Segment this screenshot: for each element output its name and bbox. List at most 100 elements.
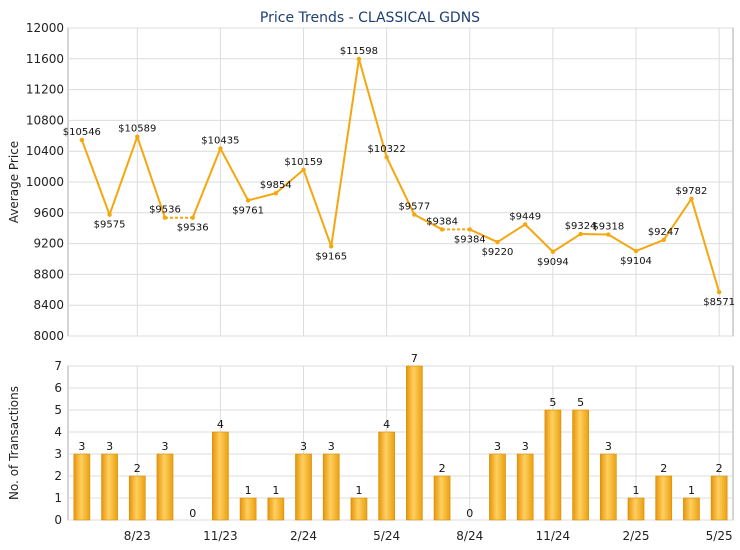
bar-value-label: 3 <box>161 440 168 453</box>
transaction-bar <box>212 431 229 521</box>
bar-value-label: 4 <box>217 418 224 431</box>
transaction-bar <box>433 475 451 521</box>
data-point <box>661 237 666 243</box>
transaction-bar <box>378 431 395 521</box>
series-line-segment <box>275 168 305 195</box>
y-tick-label: 11600 <box>26 52 64 66</box>
data-label: $10589 <box>118 124 156 135</box>
series-line-segment <box>690 198 721 293</box>
data-label: $9384 <box>426 216 458 227</box>
transaction-bar <box>101 453 118 521</box>
series-line-segment <box>302 169 333 247</box>
transaction-bar <box>599 453 617 521</box>
data-point <box>578 231 583 237</box>
transaction-bar <box>350 497 368 521</box>
y-tick-label: 10400 <box>26 144 64 158</box>
transaction-bar <box>489 453 506 521</box>
series-line-segment <box>357 58 388 158</box>
price-axis-title: Average Price <box>7 141 21 223</box>
data-point <box>550 249 556 254</box>
y-tick-label: 1 <box>54 491 62 505</box>
data-label: $9247 <box>648 227 680 238</box>
bar-value-label: 2 <box>716 462 723 475</box>
data-label: $10546 <box>63 127 101 138</box>
data-point <box>245 198 251 203</box>
data-point <box>439 227 445 232</box>
x-tick-label: 5/24 <box>373 529 400 543</box>
bar-value-label: 0 <box>189 507 196 520</box>
data-label: $9094 <box>537 257 569 268</box>
data-point <box>606 232 611 237</box>
y-tick-label: 8000 <box>33 329 64 343</box>
transaction-bar <box>544 409 562 521</box>
transaction-bar <box>627 497 645 521</box>
series-line-segment <box>524 223 554 253</box>
transaction-bar <box>73 453 91 521</box>
data-point <box>356 56 362 62</box>
transaction-bar <box>683 497 700 521</box>
y-tick-label: 2 <box>54 469 62 483</box>
x-tick-label: 5/25 <box>706 529 733 543</box>
x-tick-label: 11/24 <box>536 529 571 543</box>
bar-value-label: 7 <box>411 352 418 365</box>
data-point <box>384 155 389 160</box>
bar-value-label: 0 <box>466 507 473 520</box>
transaction-bar <box>295 453 312 521</box>
data-point <box>689 196 694 201</box>
data-label: $9220 <box>482 247 514 258</box>
bar-value-label: 3 <box>494 440 501 453</box>
transactions-axis-title: No. of Transactions <box>7 386 21 500</box>
series-line-segment <box>635 239 665 252</box>
bar-value-label: 1 <box>355 484 362 497</box>
bar-value-label: 3 <box>522 440 529 453</box>
y-tick-label: 7 <box>54 359 62 373</box>
series-line-segment <box>469 228 498 243</box>
bar-value-label: 1 <box>633 484 640 497</box>
y-tick-label: 8800 <box>33 267 64 281</box>
transaction-bar <box>156 453 174 521</box>
x-tick-label: 2/25 <box>623 529 650 543</box>
transaction-bar <box>406 365 423 521</box>
y-tick-label: 6 <box>54 381 62 395</box>
bar-value-label: 5 <box>577 396 584 409</box>
data-point <box>495 239 500 245</box>
series-line-segment <box>191 148 222 219</box>
data-label: $9324 <box>565 221 597 232</box>
transaction-bar <box>655 475 673 521</box>
data-label: $9854 <box>260 180 292 191</box>
transaction-bar <box>267 497 285 521</box>
data-point <box>162 215 168 220</box>
data-point <box>301 167 306 172</box>
data-point <box>273 191 279 196</box>
series-line-segment <box>413 213 443 231</box>
y-tick-label: 8400 <box>33 298 64 312</box>
chart-title: Price Trends - CLASSICAL GDNS <box>260 10 480 26</box>
data-point <box>633 248 639 254</box>
data-label: $10435 <box>201 136 239 147</box>
transaction-bar <box>128 475 146 521</box>
series-line-segment <box>136 136 166 219</box>
data-label: $10322 <box>368 144 406 155</box>
y-tick-label: 0 <box>54 513 62 527</box>
bar-value-label: 2 <box>439 462 446 475</box>
transaction-bar <box>516 453 534 521</box>
data-point <box>135 134 140 139</box>
bar-value-label: 1 <box>688 484 695 497</box>
plot-area <box>67 365 734 521</box>
data-point <box>190 215 195 220</box>
data-point <box>107 212 112 217</box>
bar-value-label: 3 <box>300 440 307 453</box>
bar-value-label: 2 <box>134 462 141 475</box>
series-line-segment <box>330 58 360 247</box>
bar-value-label: 3 <box>328 440 335 453</box>
data-point <box>329 244 334 249</box>
y-tick-label: 10000 <box>26 175 64 189</box>
y-tick-label: 12000 <box>26 21 64 35</box>
x-tick-label: 8/23 <box>124 529 151 543</box>
y-tick-label: 9600 <box>33 206 64 220</box>
price-line-panel: 8000 8400 8800 9200 9600 10000 10400 10800 11200… <box>26 21 735 343</box>
y-tick-label: 10800 <box>26 113 64 127</box>
data-label: $8571 <box>703 297 735 308</box>
series-line-segment <box>80 139 111 216</box>
